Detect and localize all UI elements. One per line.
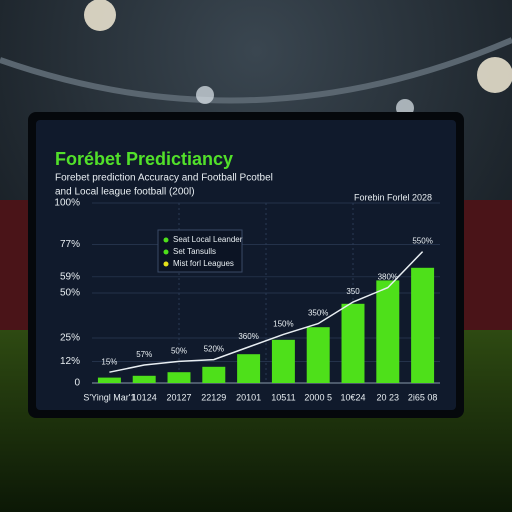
annotation: 50% <box>171 347 187 356</box>
annotation: 550% <box>412 237 432 246</box>
bar <box>376 280 400 383</box>
x-tick-label: 10€24 <box>340 392 365 402</box>
bar <box>411 267 435 383</box>
y-tick-label: 50% <box>60 288 80 299</box>
corner-label: Forebin Forlel 2028 <box>354 192 432 202</box>
legend-swatch <box>163 249 169 255</box>
annotation: 360% <box>238 332 258 341</box>
y-tick-label: 100% <box>54 198 80 209</box>
legend-box <box>157 229 243 273</box>
bar <box>341 303 365 383</box>
legend-label: Set Tansulls <box>173 247 216 256</box>
annotation: 15% <box>101 357 117 366</box>
bar <box>97 377 121 383</box>
annotation: 150% <box>273 320 293 329</box>
legend-swatch <box>163 237 169 243</box>
roof-truss <box>0 37 512 104</box>
bar <box>306 327 330 383</box>
y-tick-label: 77% <box>60 239 80 250</box>
annotation: 350 <box>346 287 360 296</box>
x-tick-label: 22129 <box>201 392 226 402</box>
bar <box>237 354 261 383</box>
y-tick-label: 25% <box>60 333 80 344</box>
bar <box>271 339 295 383</box>
legend-swatch <box>163 261 169 267</box>
x-tick-label: S'Yingl Mar'1 <box>83 392 135 402</box>
bar <box>167 372 191 383</box>
floodlight <box>196 86 214 104</box>
floodlight <box>477 57 512 93</box>
y-tick-label: 12% <box>60 356 80 367</box>
x-tick-label: 20127 <box>166 392 191 402</box>
x-tick-label: 20 23 <box>377 392 400 402</box>
y-tick-label: 0 <box>74 378 80 389</box>
annotation: 57% <box>136 350 152 359</box>
bar <box>132 375 156 383</box>
annotation: 520% <box>204 345 224 354</box>
bar <box>202 366 226 383</box>
annotation: 350% <box>308 309 328 318</box>
x-tick-label: 2000 5 <box>304 392 332 402</box>
legend-label: Mist forl Leagues <box>173 259 234 268</box>
x-tick-label: 2i65 08 <box>408 392 438 402</box>
legend-label: Seat Local Leander <box>173 235 243 244</box>
annotation: 380% <box>378 273 398 282</box>
x-tick-label: 10511 <box>271 392 295 402</box>
x-tick-label: 10124 <box>132 392 157 402</box>
subtitle: and Local league football (200l) <box>55 187 195 198</box>
floodlight <box>84 0 116 31</box>
y-tick-label: 59% <box>60 271 80 282</box>
line <box>109 251 424 373</box>
chart-title: Forébet Predictiancy <box>55 149 233 169</box>
subtitle: Forebet prediction Accuracy and Football… <box>55 173 273 184</box>
x-tick-label: 20101 <box>236 392 261 402</box>
